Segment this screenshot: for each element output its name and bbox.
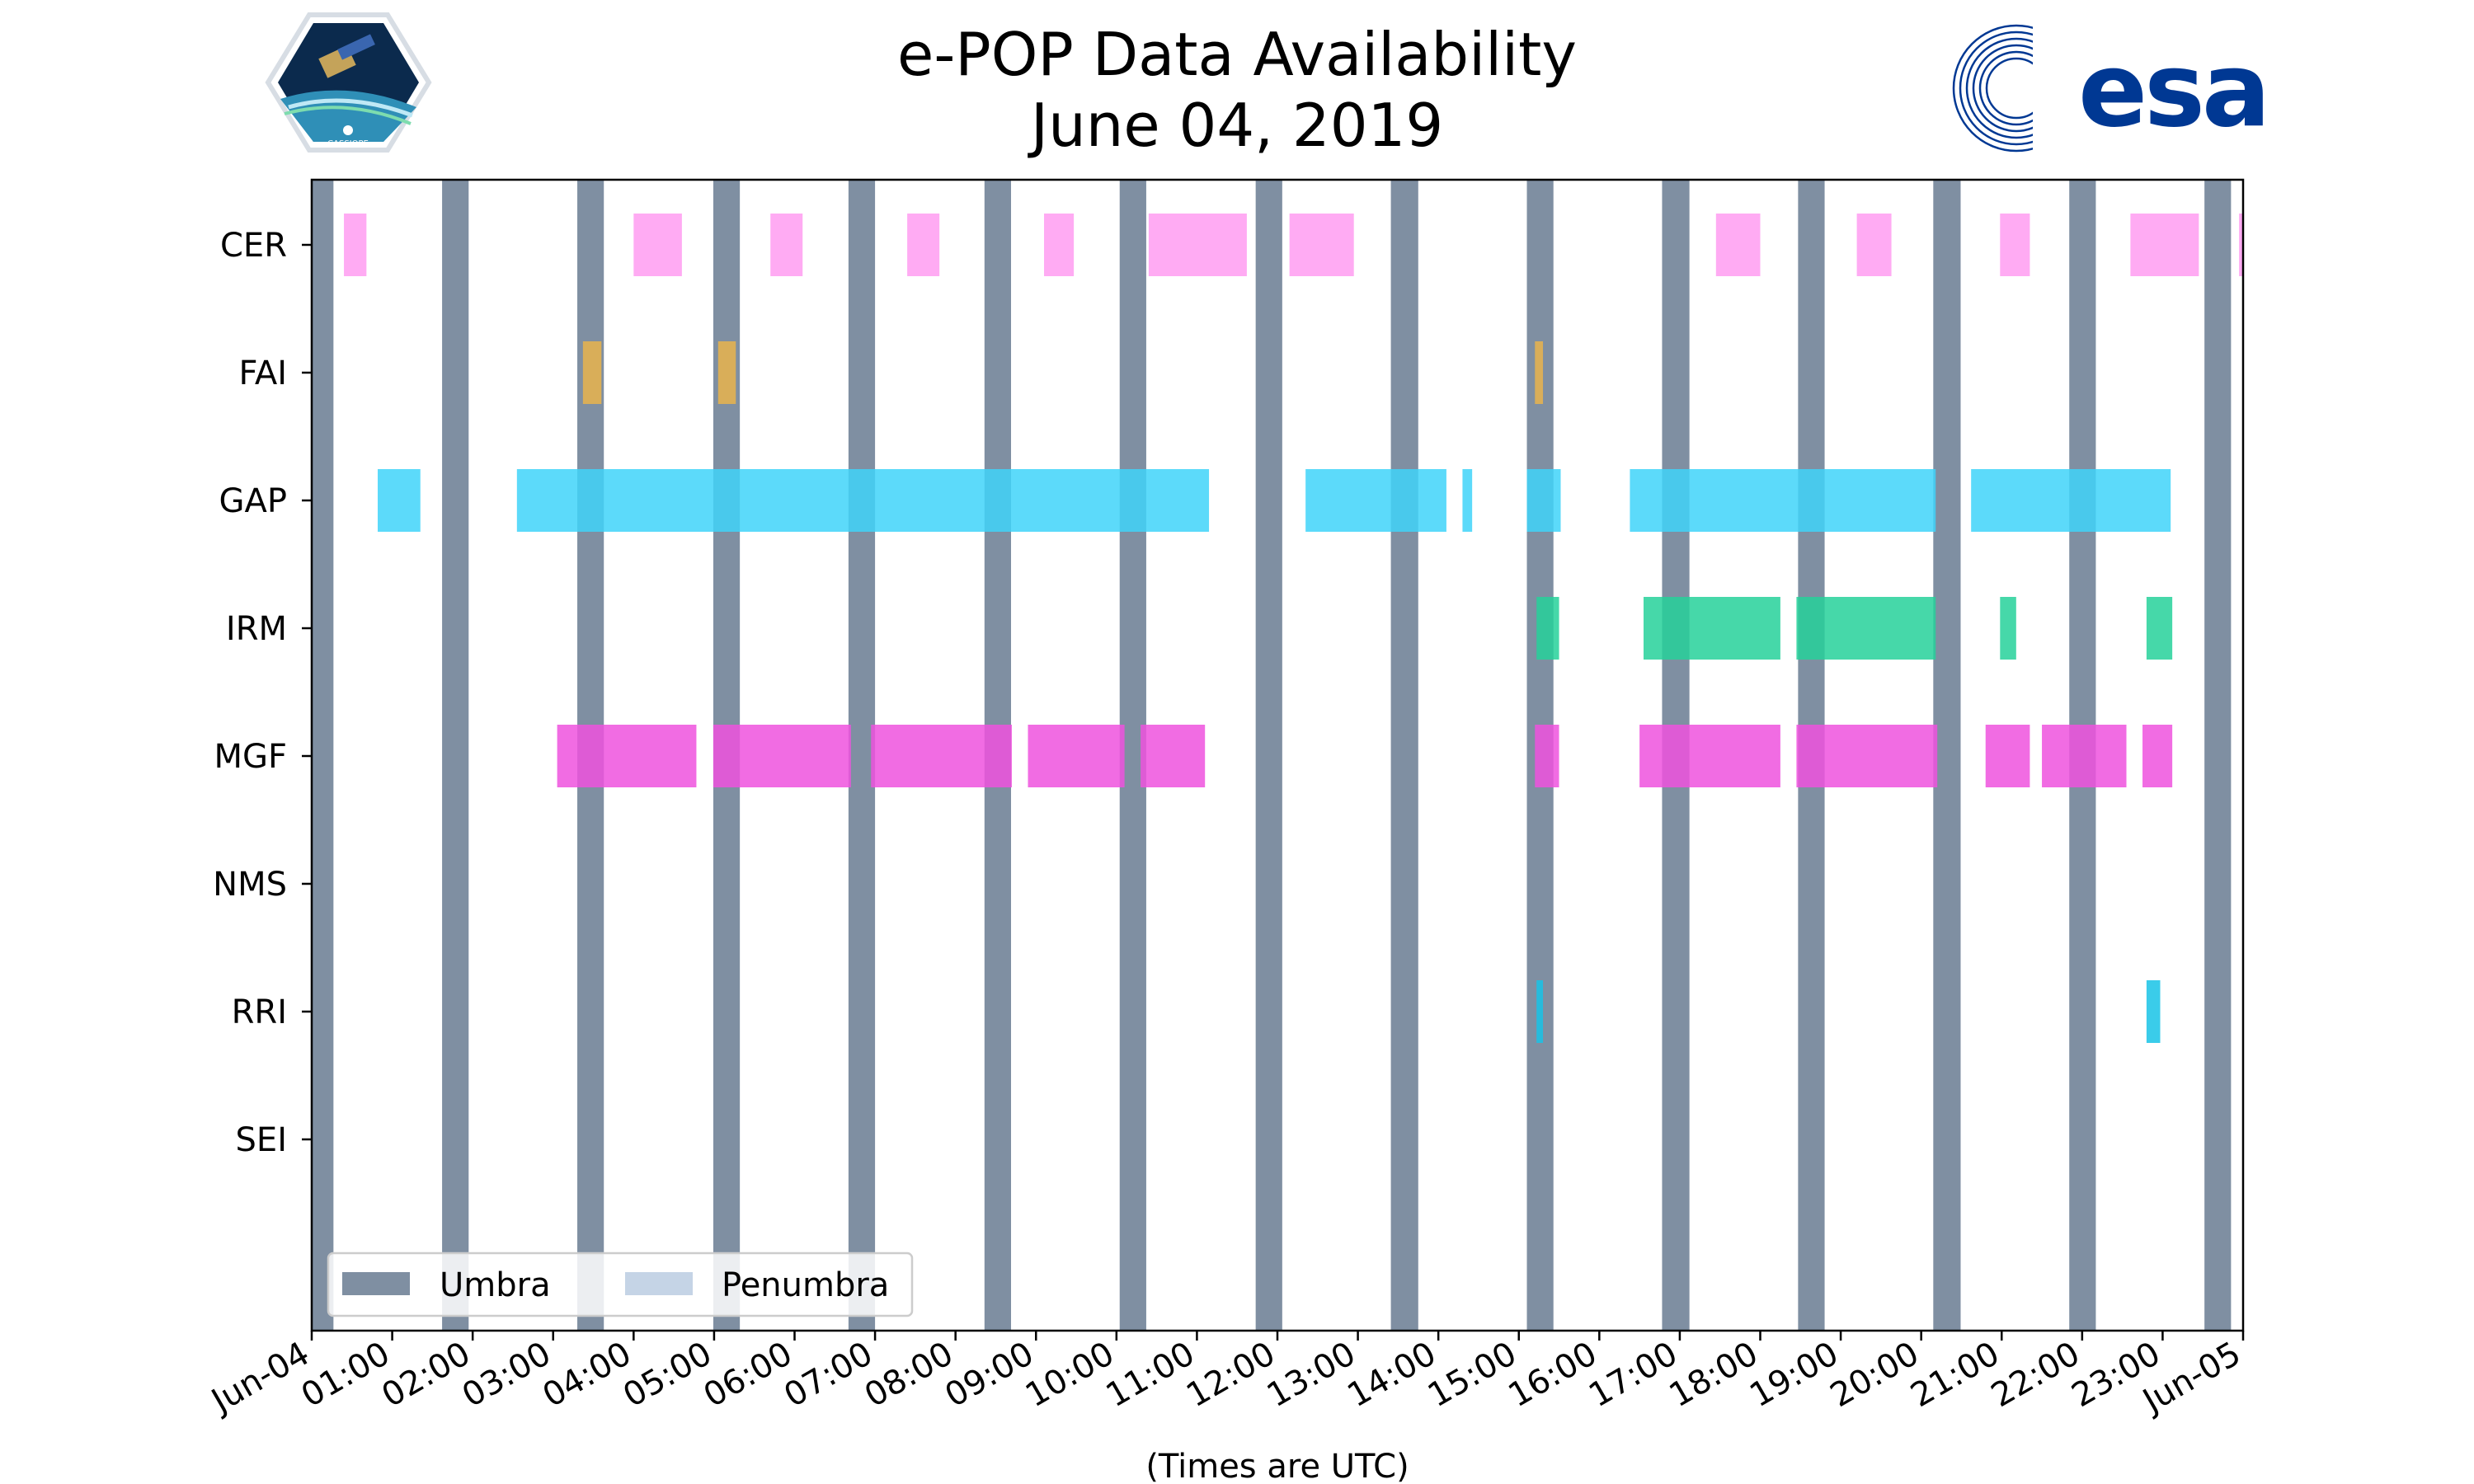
x-tick-label-1: 01:00 — [295, 1335, 397, 1415]
y-tick-label-cer: CER — [220, 227, 287, 265]
bar-mgf-9 — [2042, 725, 2127, 787]
x-tick-label-17: 17:00 — [1583, 1335, 1684, 1415]
bar-cer-10 — [2130, 214, 2199, 276]
bar-gap-3 — [1462, 469, 1473, 532]
bar-cer-4 — [1044, 214, 1075, 276]
x-tick-label-18: 18:00 — [1663, 1335, 1765, 1415]
bar-cer-6 — [1289, 214, 1354, 276]
umbra-band-4 — [848, 180, 876, 1331]
bar-fai-2 — [1535, 341, 1544, 404]
bars-layer — [344, 214, 2243, 1043]
y-tick-label-irm: IRM — [226, 610, 287, 648]
bar-mgf-3 — [1028, 725, 1125, 787]
x-axis-label: (Times are UTC) — [1145, 1448, 1409, 1484]
x-tick-label-20: 20:00 — [1824, 1335, 1926, 1415]
x-tick-label-5: 05:00 — [617, 1335, 718, 1415]
y-tick-label-gap: GAP — [219, 482, 287, 520]
esa-logo: esa — [1952, 24, 2271, 157]
bar-fai-1 — [717, 341, 736, 404]
bar-cer-3 — [907, 214, 940, 276]
x-tick-label-22: 22:00 — [1985, 1335, 2086, 1415]
cassiope-logo-text: CASSIOPE — [327, 139, 369, 148]
bar-cer-7 — [1715, 214, 1761, 276]
bar-mgf-2 — [871, 725, 1012, 787]
bar-mgf-8 — [1985, 725, 2030, 787]
x-tick-label-8: 08:00 — [858, 1335, 960, 1415]
bar-mgf-5 — [1535, 725, 1559, 787]
bar-mgf-6 — [1639, 725, 1780, 787]
bar-gap-1 — [516, 469, 1210, 532]
bar-mgf-7 — [1796, 725, 1938, 787]
bar-gap-2 — [1305, 469, 1446, 532]
bar-mgf-0 — [557, 725, 697, 787]
legend-box — [327, 1252, 914, 1317]
y-tick-label-rri: RRI — [232, 993, 287, 1031]
y-tick-label-nms: NMS — [213, 866, 287, 904]
x-tick-label-21: 21:00 — [1904, 1335, 2006, 1415]
x-tick-label-0: Jun-04 — [204, 1335, 316, 1421]
bar-gap-5 — [1630, 469, 1936, 532]
bar-cer-11 — [2239, 214, 2243, 276]
umbra-band-14 — [2204, 180, 2232, 1331]
legend-umbra-label: Umbra — [440, 1266, 551, 1304]
x-tick-label-16: 16:00 — [1502, 1335, 1603, 1415]
bar-rri-1 — [2146, 980, 2161, 1043]
bar-cer-0 — [344, 214, 367, 276]
umbra-band-8 — [1390, 180, 1418, 1331]
bar-cer-1 — [633, 214, 682, 276]
bar-cer-8 — [1856, 214, 1892, 276]
y-tick-label-sei: SEI — [236, 1121, 287, 1159]
bar-rri-0 — [1536, 980, 1544, 1043]
umbra-band-7 — [1255, 180, 1282, 1331]
bar-mgf-10 — [2142, 725, 2173, 787]
bar-cer-9 — [2000, 214, 2030, 276]
chart-title-line-1: e-POP Data Availability — [897, 20, 1577, 89]
x-tick-label-3: 03:00 — [456, 1335, 557, 1415]
x-tick-label-14: 14:00 — [1341, 1335, 1442, 1415]
bar-fai-0 — [582, 341, 602, 404]
x-tick-label-12: 12:00 — [1180, 1335, 1282, 1415]
x-tick-label-2: 02:00 — [375, 1335, 477, 1415]
esa-logo-text: esa — [2078, 31, 2268, 150]
bar-mgf-1 — [713, 725, 851, 787]
x-tick-label-6: 06:00 — [698, 1335, 799, 1415]
umbra-band-1 — [442, 180, 469, 1331]
bar-cer-5 — [1148, 214, 1247, 276]
legend-umbra-swatch — [342, 1272, 410, 1295]
legend-penumbra-swatch — [625, 1272, 693, 1295]
bar-mgf-4 — [1141, 725, 1206, 787]
bar-gap-4 — [1526, 469, 1561, 532]
bar-gap-0 — [378, 469, 421, 532]
y-tick-label-fai: FAI — [239, 355, 288, 392]
chart-title-line-2: June 04, 2019 — [1030, 91, 1444, 160]
x-tick-label-10: 10:00 — [1019, 1335, 1121, 1415]
umbra-band-12 — [1933, 180, 1961, 1331]
bar-irm-4 — [2146, 597, 2173, 660]
x-tick-label-9: 09:00 — [938, 1335, 1040, 1415]
bar-gap-6 — [1971, 469, 2171, 532]
x-axis: Jun-0401:0002:0003:0004:0005:0006:0007:0… — [204, 1331, 2247, 1421]
bar-irm-2 — [1796, 597, 1936, 660]
y-tick-label-mgf: MGF — [214, 738, 287, 776]
x-tick-label-15: 15:00 — [1422, 1335, 1523, 1415]
x-tick-label-4: 04:00 — [536, 1335, 637, 1415]
cassiope-logo: CASSIOPE — [265, 12, 432, 153]
bar-irm-3 — [2000, 597, 2016, 660]
bar-irm-0 — [1536, 597, 1559, 660]
x-tick-label-13: 13:00 — [1261, 1335, 1362, 1415]
x-tick-label-11: 11:00 — [1100, 1335, 1202, 1415]
umbra-band-0 — [312, 180, 334, 1331]
legend-penumbra-label: Penumbra — [722, 1266, 889, 1304]
bar-cer-2 — [770, 214, 803, 276]
y-axis: CER FAI GAP IRM MGF NMS RRI SEI — [213, 227, 312, 1159]
x-tick-label-19: 19:00 — [1743, 1335, 1845, 1415]
bar-irm-1 — [1644, 597, 1780, 660]
legend: Umbra Penumbra — [327, 1252, 914, 1317]
x-tick-label-7: 07:00 — [778, 1335, 879, 1415]
